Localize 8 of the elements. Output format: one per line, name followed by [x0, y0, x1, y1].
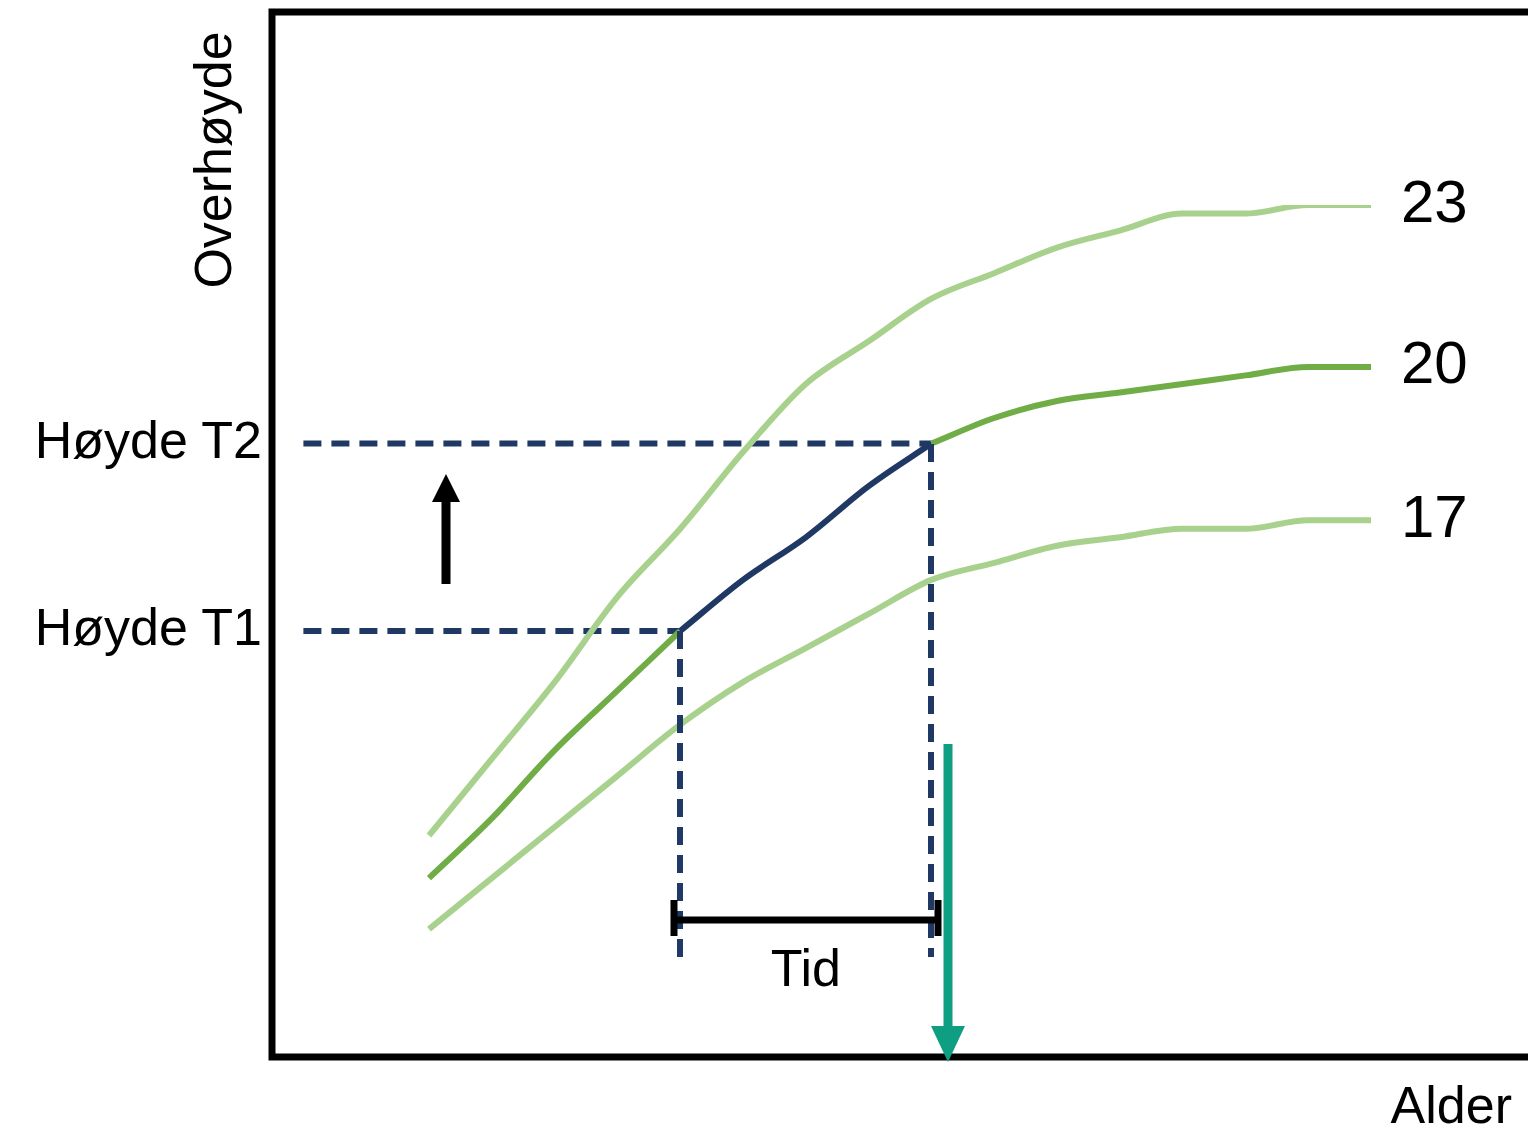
series-label: 23: [1401, 167, 1468, 235]
series-label: 17: [1401, 482, 1468, 550]
x-axis-title: Alder: [1390, 1076, 1512, 1135]
series-label: 20: [1401, 329, 1468, 397]
y-axis-title: Overhøyde: [184, 31, 243, 289]
annotation: Tid: [770, 939, 841, 998]
text: Høyde T1: [34, 598, 262, 657]
text: Høyde T2: [34, 410, 262, 469]
